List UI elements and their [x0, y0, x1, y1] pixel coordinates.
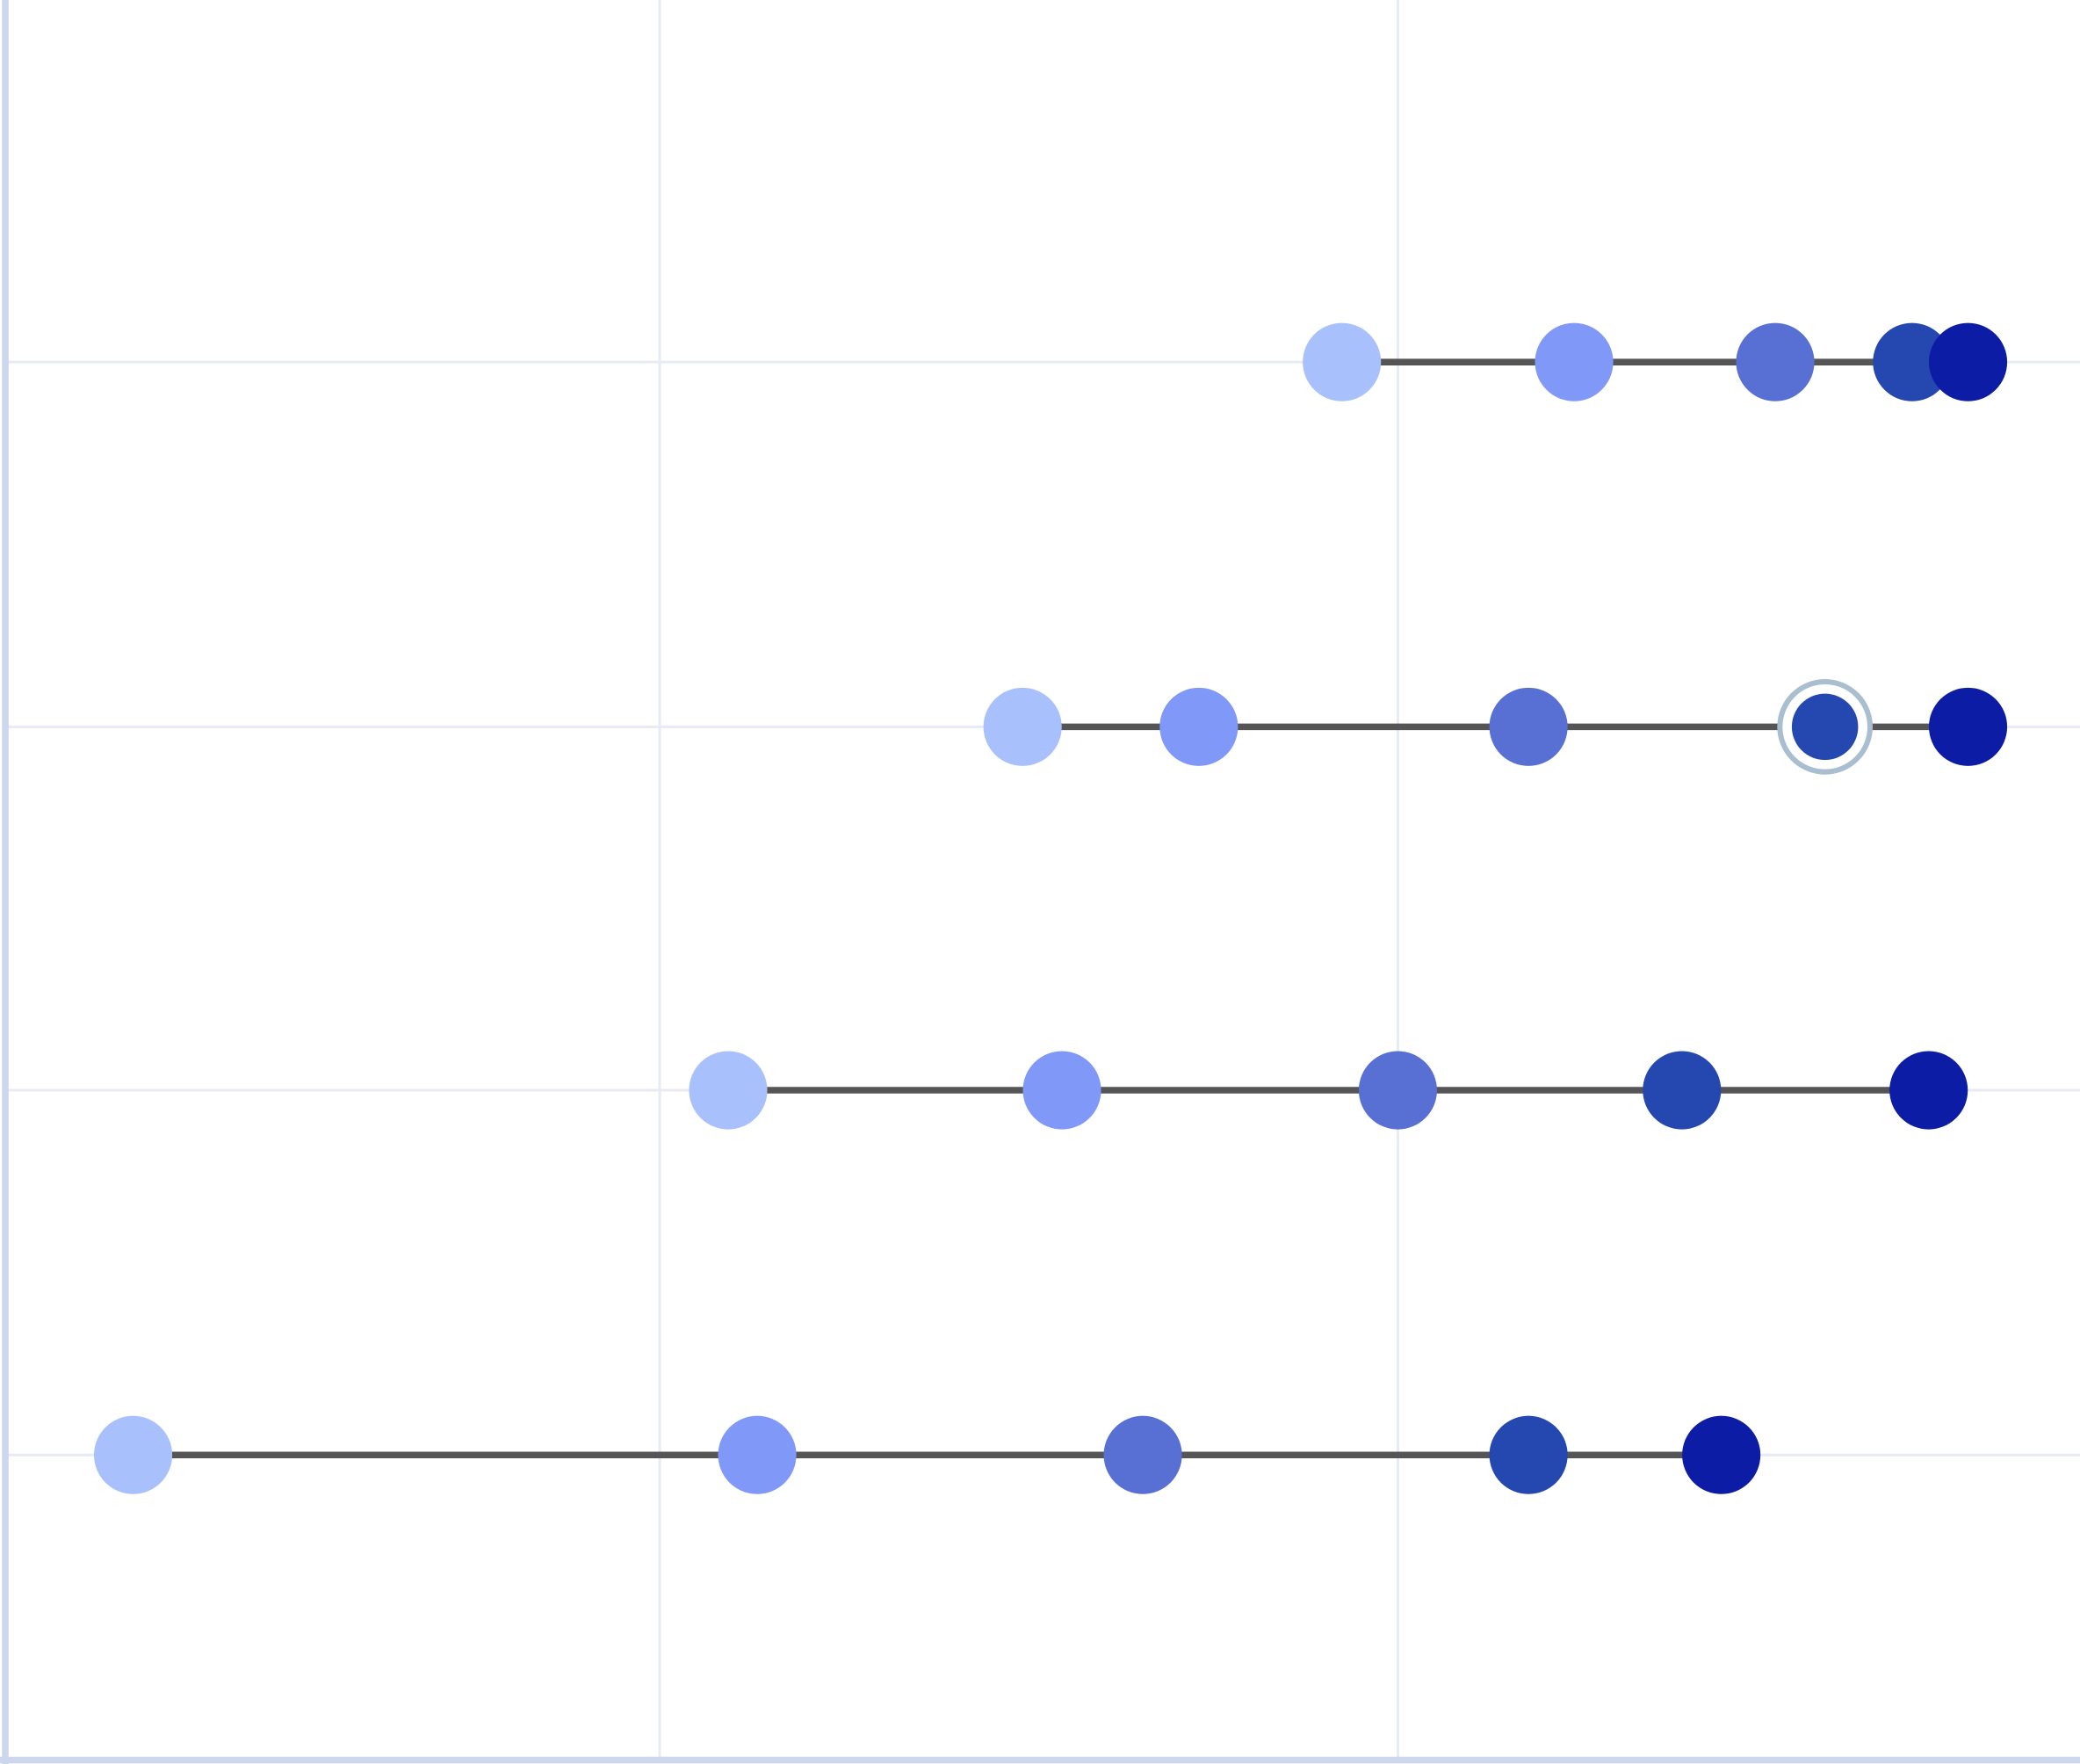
data-point [1358, 1051, 1437, 1130]
data-point [1791, 693, 1859, 761]
grid [6, 0, 2080, 1760]
data-point [983, 687, 1062, 766]
data-point [1303, 322, 1382, 401]
data-point [93, 1415, 173, 1494]
data-point [1889, 1051, 1968, 1130]
dot-row [93, 1415, 1761, 1494]
data-point [1489, 1415, 1568, 1494]
data-point [718, 1415, 797, 1494]
data-point [1159, 687, 1239, 766]
dot-row [983, 679, 2008, 775]
data-point [1643, 1051, 1722, 1130]
dot-row [1303, 322, 2008, 401]
data-point [689, 1051, 768, 1130]
dot-row [689, 1051, 1968, 1130]
data-point [1535, 322, 1614, 401]
data-point [1489, 687, 1568, 766]
data-point [1022, 1051, 1101, 1130]
data-point [1873, 322, 1952, 401]
data-point [1928, 687, 2008, 766]
data-point [1103, 1415, 1182, 1494]
data-point [1682, 1415, 1761, 1494]
data-point [1928, 322, 2008, 401]
data-point [1736, 322, 1815, 401]
rows [93, 322, 2008, 1494]
